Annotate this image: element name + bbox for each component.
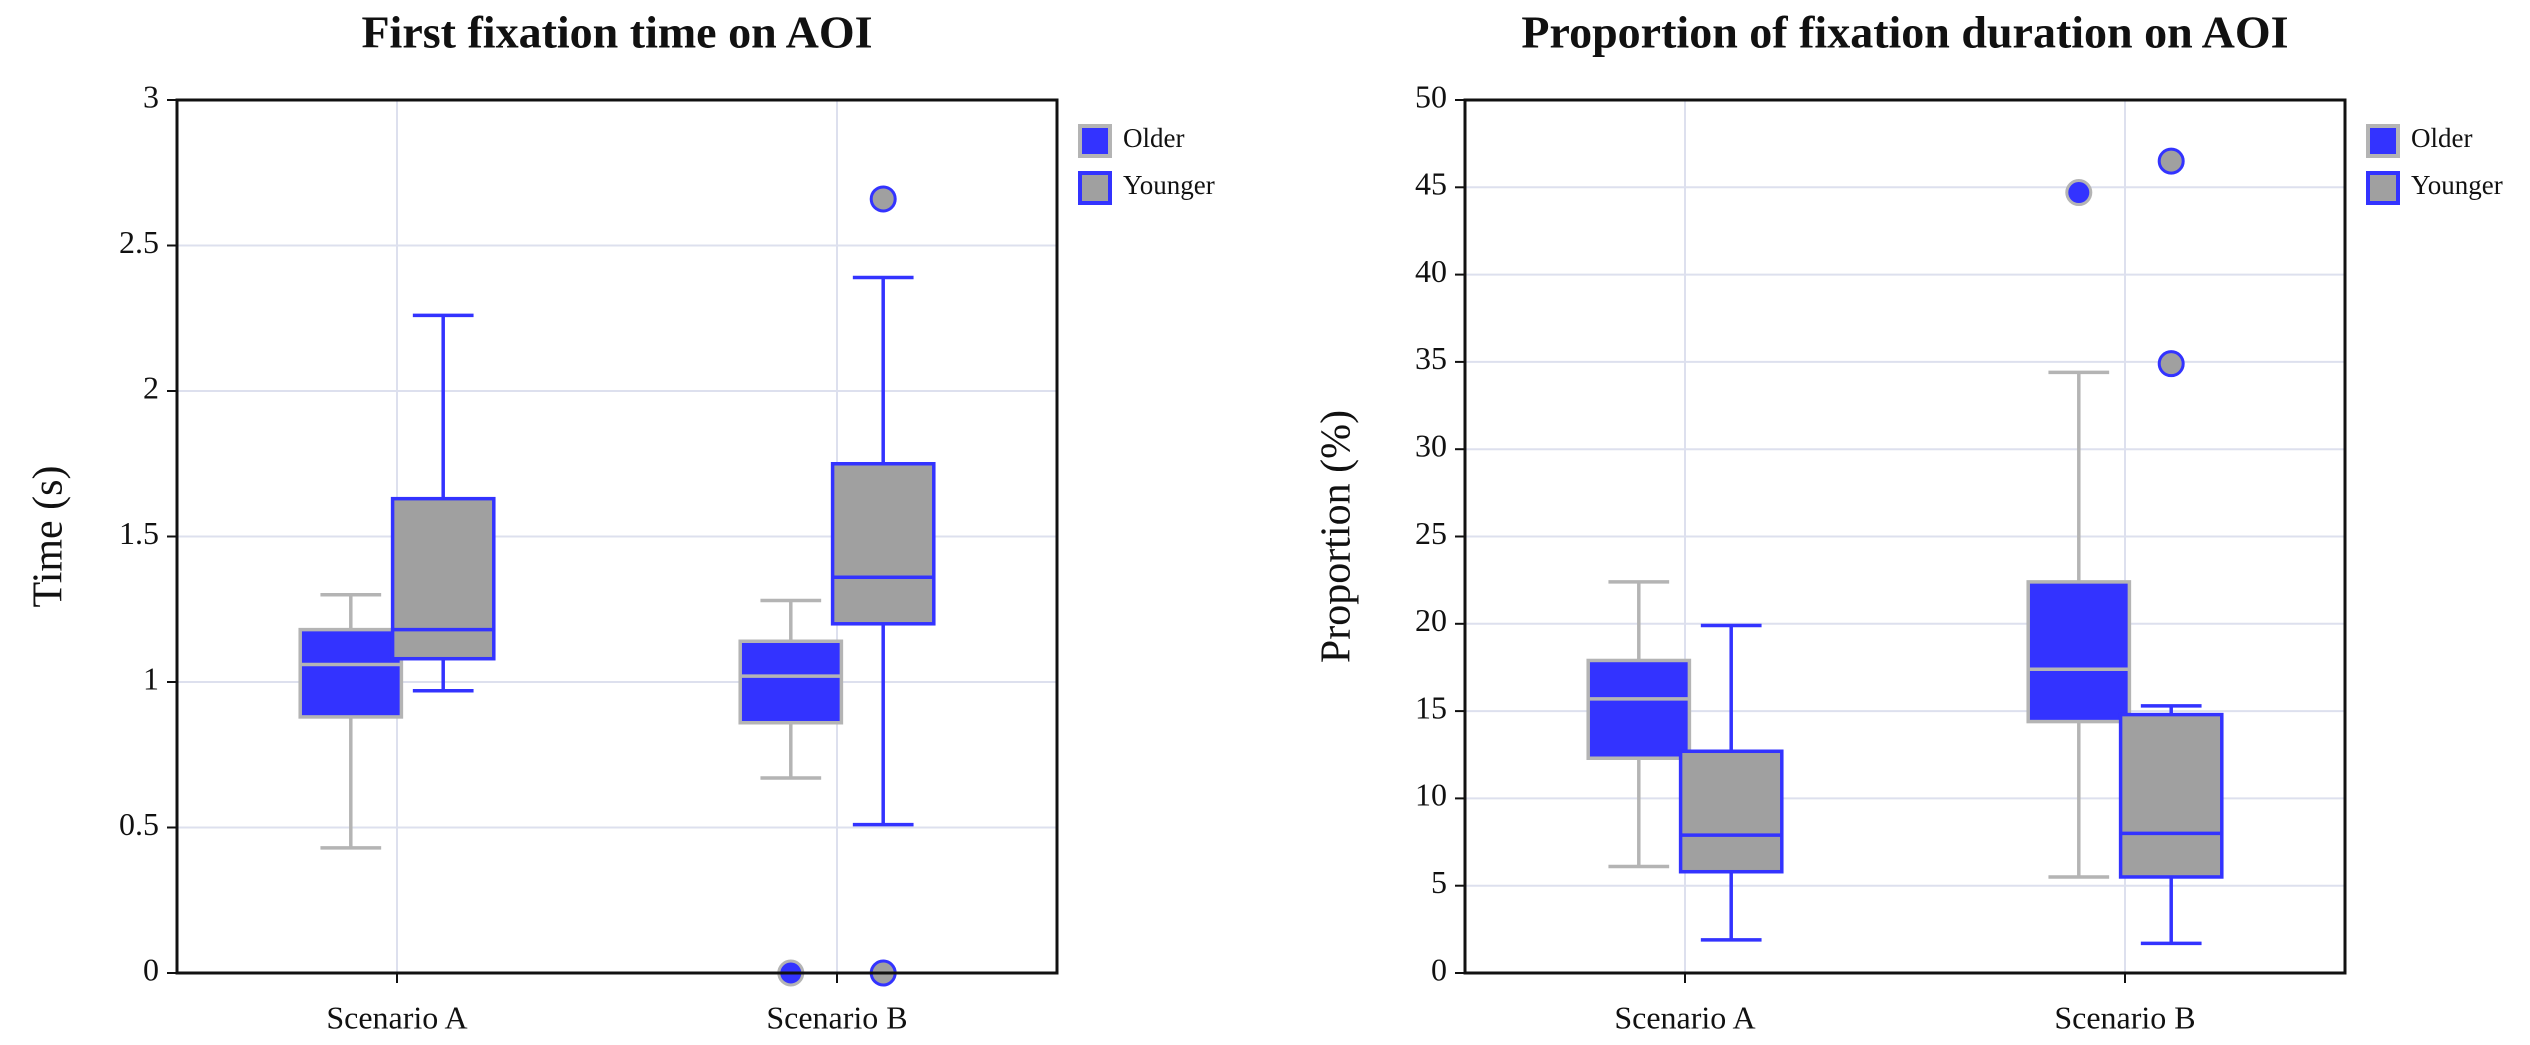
box <box>390 496 496 661</box>
x-tick-label: Scenario A <box>326 999 467 1035</box>
box <box>1678 749 1784 874</box>
box <box>738 639 844 725</box>
outlier <box>2157 350 2185 378</box>
legend-swatch <box>2366 124 2400 158</box>
box <box>2118 712 2224 879</box>
legend-swatch <box>1078 124 1112 158</box>
legend-label: Older <box>2411 123 2472 153</box>
legend-label: Younger <box>2411 170 2503 200</box>
y-tick-label: 40 <box>1415 253 1447 289</box>
x-tick-label: Scenario B <box>2054 999 2195 1035</box>
box <box>298 627 404 719</box>
box <box>1586 658 1692 760</box>
y-tick-label: 1.5 <box>119 515 159 551</box>
y-tick-label: 0 <box>1431 951 1447 987</box>
y-axis-label: Time (s) <box>26 466 72 608</box>
y-tick-label: 2 <box>143 369 159 405</box>
box <box>830 462 936 626</box>
y-tick-label: 0 <box>143 951 159 987</box>
legend-swatch <box>1078 171 1112 205</box>
legend-label: Older <box>1123 123 1184 153</box>
outlier <box>869 185 897 213</box>
chart-title: First fixation time on AOI <box>361 7 872 58</box>
plot-frame <box>1463 98 2347 975</box>
x-tick-label: Scenario B <box>766 999 907 1035</box>
y-tick-label: 0.5 <box>119 806 159 842</box>
y-tick-label: 1 <box>143 660 159 696</box>
outlier <box>2065 179 2093 207</box>
y-tick-label: 50 <box>1415 78 1447 114</box>
chart-title: Proportion of fixation duration on AOI <box>1521 7 2288 58</box>
y-tick-label: 45 <box>1415 166 1447 202</box>
x-tick-label: Scenario A <box>1614 999 1755 1035</box>
legend-swatch <box>2366 171 2400 205</box>
y-tick-label: 15 <box>1415 689 1447 725</box>
y-tick-label: 25 <box>1415 515 1447 551</box>
plot-frame <box>175 98 1059 975</box>
y-tick-label: 3 <box>143 78 159 114</box>
y-tick-label: 2.5 <box>119 224 159 260</box>
y-tick-label: 20 <box>1415 602 1447 638</box>
box <box>2026 580 2132 724</box>
y-tick-label: 35 <box>1415 340 1447 376</box>
y-axis-label: Proportion (%) <box>1314 410 1360 663</box>
y-tick-label: 5 <box>1431 864 1447 900</box>
legend-label: Younger <box>1123 170 1215 200</box>
outlier <box>2157 147 2185 175</box>
y-tick-label: 30 <box>1415 428 1447 464</box>
y-tick-label: 10 <box>1415 777 1447 813</box>
